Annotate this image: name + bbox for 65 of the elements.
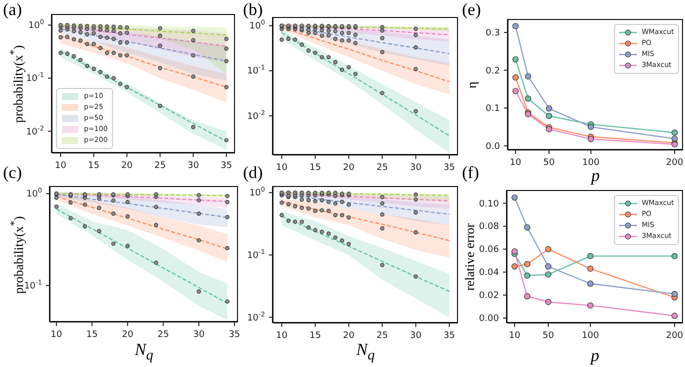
x-tick-label: 10: [510, 158, 522, 168]
x-tick-label: 15: [86, 330, 98, 340]
x-axis-title: N$_{q}$: [355, 340, 376, 366]
x-tick-label: 30: [410, 331, 422, 341]
x-tick-label: 200: [666, 331, 684, 341]
y-tick-label: 10$^{0}$: [28, 18, 44, 32]
x-tick-label: 20: [343, 163, 355, 173]
y-tick-label: 0.3: [486, 28, 500, 38]
x-tick-label: 15: [310, 163, 321, 173]
x-tick-label: 10: [276, 163, 288, 173]
x-axis-title: p: [591, 166, 600, 185]
y-tick-label: 10$^{-2}$: [247, 310, 265, 324]
y-tick-label: 0.10: [478, 199, 500, 210]
y-tick-label: 0.1: [486, 104, 500, 114]
chart-title: (f): [462, 163, 479, 182]
chart-title: (d): [243, 163, 263, 182]
y-tick-label: 0.00: [478, 314, 500, 324]
x-tick-label: 10: [50, 330, 62, 340]
x-tick-label: 10: [508, 331, 521, 341]
y-tick-label: 0.02: [478, 291, 499, 302]
x-tick-label: 50: [542, 331, 554, 341]
chart-title: (e): [462, 0, 481, 19]
x-tick-label: 35: [444, 331, 456, 341]
x-tick-label: 30: [193, 330, 205, 340]
y-axis-title: η: [463, 80, 480, 90]
y-tick-label: 10$^{-1}$: [26, 71, 44, 84]
x-tick-label: 15: [310, 331, 321, 341]
y-tick-label: 0.04: [478, 268, 500, 278]
y-tick-label: 0.0: [486, 142, 500, 152]
y-tick-label: 10$^{0}$: [249, 18, 265, 32]
x-tick-label: 25: [158, 330, 169, 340]
x-tick-label: 30: [410, 163, 422, 173]
x-tick-label: 30: [188, 161, 200, 171]
y-tick-label: 10$^{-2}$: [247, 108, 265, 122]
x-tick-label: 25: [154, 161, 166, 171]
x-tick-label: 10: [54, 161, 67, 171]
x-tick-label: 35: [220, 161, 232, 171]
y-tick-label: 10$^{-1}$: [247, 64, 265, 77]
x-tick-label: 15: [88, 161, 100, 171]
x-tick-label: 35: [444, 163, 456, 173]
x-tick-label: 25: [376, 163, 388, 173]
x-tick-label: 35: [228, 330, 240, 340]
x-tick-label: 20: [122, 330, 134, 340]
y-tick-label: 10$^{0}$: [249, 186, 265, 199]
x-axis-title: N$_{q}$: [134, 340, 154, 366]
y-tick-label: 0.2: [486, 66, 500, 76]
chart-title: (b): [243, 0, 263, 19]
x-tick-label: 100: [582, 331, 600, 341]
x-axis-title: p: [588, 346, 600, 366]
y-tick-label: 10$^{0}$: [26, 186, 42, 200]
x-tick-label: 100: [582, 158, 600, 168]
x-tick-label: 200: [666, 158, 684, 168]
y-tick-label: 10$^{-2}$: [26, 124, 44, 138]
y-tick-label: 10$^{-1}$: [24, 278, 42, 292]
chart-title: (c): [3, 163, 22, 182]
x-tick-label: 20: [121, 161, 133, 171]
x-tick-label: 50: [543, 158, 556, 168]
x-tick-label: 10: [276, 331, 288, 341]
y-tick-label: 10$^{-1}$: [247, 248, 265, 261]
y-tick-label: 0.06: [478, 245, 500, 256]
x-tick-label: 25: [376, 331, 388, 341]
y-axis-title: relative error: [461, 222, 478, 293]
y-tick-label: 0.08: [478, 222, 500, 232]
chart-title: (a): [3, 0, 22, 19]
x-tick-label: 20: [343, 331, 355, 341]
